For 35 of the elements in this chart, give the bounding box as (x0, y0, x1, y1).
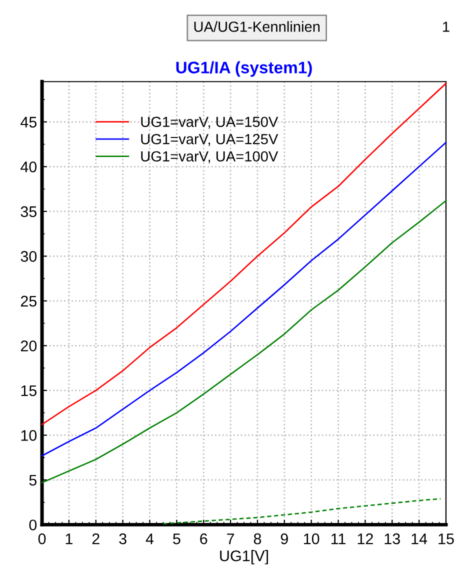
x-tick-label: 1 (66, 534, 72, 544)
y-tick-label: 35 (20, 206, 37, 218)
y-tick-label: 15 (21, 385, 37, 396)
x-tick-label: 3 (119, 533, 126, 544)
x-tick-label: 11 (331, 534, 346, 544)
x-tick-label: 6 (200, 533, 208, 544)
legend-label: UG1=varV, UA=150V (141, 116, 278, 129)
y-tick-label: 20 (20, 340, 37, 352)
x-tick-label: 8 (254, 533, 262, 544)
x-tick-label: 5 (173, 534, 180, 544)
x-tick-label: 10 (304, 533, 320, 544)
legend-label: UG1=varV, UA=100V (141, 151, 278, 164)
y-tick-label: 25 (20, 296, 37, 307)
x-tick-label: 14 (412, 534, 428, 544)
chart-title: UG1/IA (system1) (176, 61, 312, 77)
text: 1 (443, 22, 450, 32)
x-tick-label: 9 (280, 533, 288, 544)
line-series (41, 200, 447, 484)
legend-label: UG1=varV, UA=125V (141, 134, 278, 146)
line-series (162, 498, 442, 524)
y-tick-label: 0 (29, 520, 37, 530)
y-tick-label: 10 (21, 430, 37, 441)
x-tick-label: 7 (227, 534, 234, 544)
y-tick-label: 40 (20, 162, 37, 172)
x-tick-label: 12 (358, 533, 373, 544)
y-tick-label: 30 (20, 251, 37, 262)
y-tick-label: 45 (20, 116, 37, 128)
y-tick-label: 5 (29, 474, 37, 486)
x-tick-label: 2 (92, 533, 100, 544)
text: UA/UG1-Kennlinien (194, 21, 320, 32)
x-tick-label: 15 (438, 534, 454, 544)
x-tick-label: 13 (384, 533, 400, 544)
x-tick-label: 0 (38, 533, 46, 544)
x-axis-title: UG1[V] (220, 550, 268, 564)
x-tick-label: 4 (146, 534, 154, 544)
